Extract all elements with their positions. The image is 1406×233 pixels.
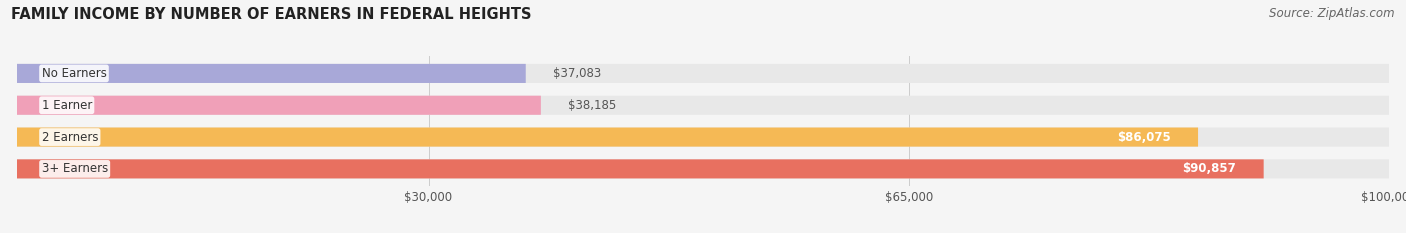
Text: 3+ Earners: 3+ Earners <box>42 162 108 175</box>
FancyBboxPatch shape <box>17 64 526 83</box>
Text: Source: ZipAtlas.com: Source: ZipAtlas.com <box>1270 7 1395 20</box>
Text: FAMILY INCOME BY NUMBER OF EARNERS IN FEDERAL HEIGHTS: FAMILY INCOME BY NUMBER OF EARNERS IN FE… <box>11 7 531 22</box>
FancyBboxPatch shape <box>17 64 1389 83</box>
FancyBboxPatch shape <box>17 96 1389 115</box>
Text: $37,083: $37,083 <box>553 67 602 80</box>
Text: No Earners: No Earners <box>42 67 107 80</box>
FancyBboxPatch shape <box>17 127 1389 147</box>
FancyBboxPatch shape <box>17 127 1198 147</box>
Text: 2 Earners: 2 Earners <box>42 130 98 144</box>
Text: $86,075: $86,075 <box>1116 130 1171 144</box>
FancyBboxPatch shape <box>17 159 1264 178</box>
Text: $90,857: $90,857 <box>1182 162 1236 175</box>
FancyBboxPatch shape <box>17 96 541 115</box>
Text: 1 Earner: 1 Earner <box>42 99 91 112</box>
FancyBboxPatch shape <box>17 159 1389 178</box>
Text: $38,185: $38,185 <box>568 99 617 112</box>
